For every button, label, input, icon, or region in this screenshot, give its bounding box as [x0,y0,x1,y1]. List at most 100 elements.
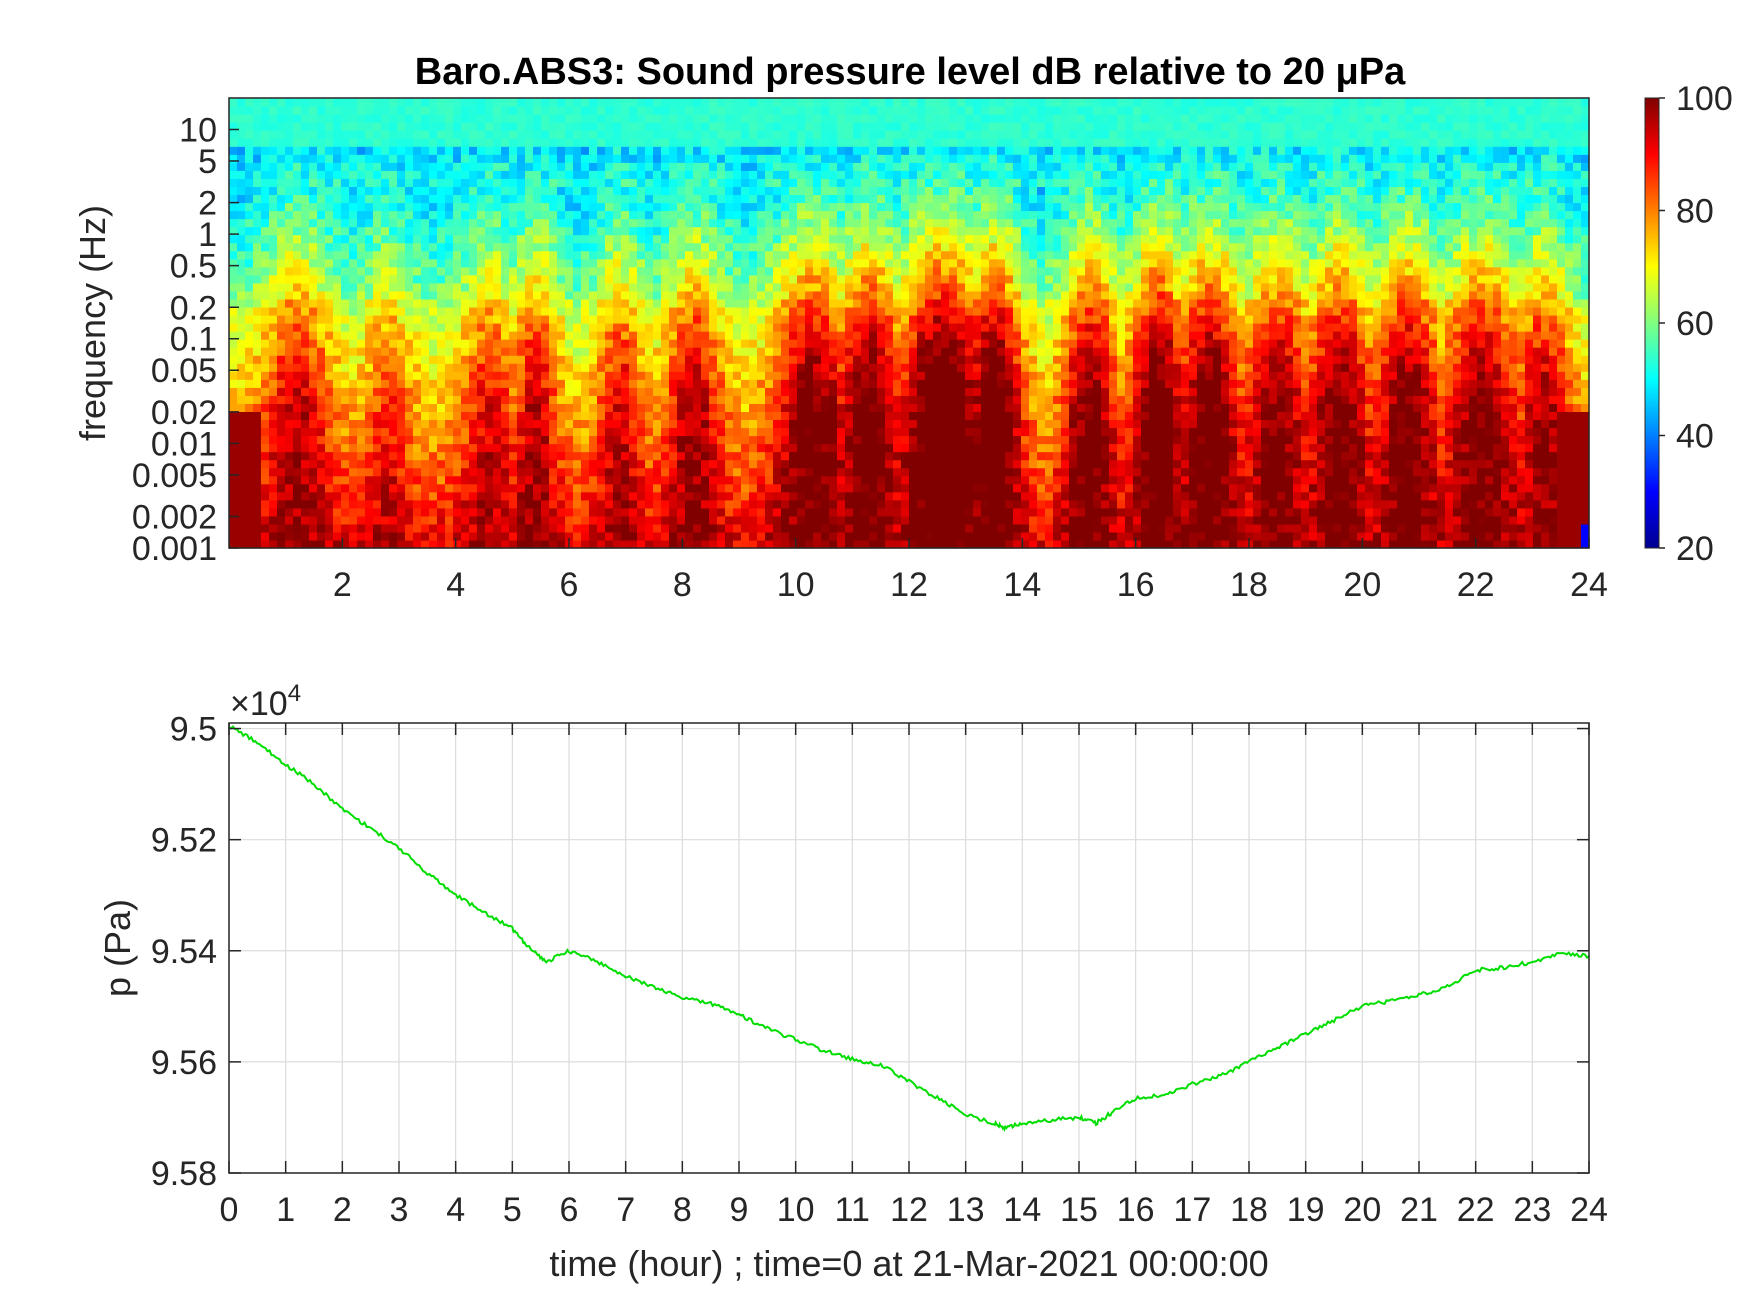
spectrogram-cell [485,467,494,477]
spectrogram-cell [701,114,710,123]
spectrogram-cell [373,339,382,348]
spectrogram-cell [333,395,342,404]
spectrogram-cell [877,363,886,372]
spectrogram-cell [405,218,414,228]
spectrogram-cell [837,419,846,429]
spectrogram-cell [317,411,326,421]
spectrogram-cell [293,331,302,340]
spectrogram-cell [525,170,534,179]
spectrogram-cell [533,114,542,123]
spectrogram-cell [613,531,622,541]
spectrogram-cell [381,186,390,196]
spectrogram-cell [813,363,822,372]
spectrogram-cell [741,226,750,236]
spectrogram-cell [245,451,254,461]
spectrogram-cell [765,258,774,268]
spectrogram-cell [933,515,942,525]
spectrogram-cell [621,210,630,220]
spectrogram-cell [413,298,422,308]
spectrogram-cell [813,371,822,380]
spectrogram-cell [549,314,558,324]
spectrogram-cell [541,419,550,429]
spectrogram-cell [773,339,782,348]
spectrogram-cell [237,282,246,292]
spectrogram-cell [605,298,614,308]
spectrogram-cell [421,443,430,453]
spectrogram-cell [445,467,454,477]
spectrogram-cell [541,427,550,437]
spectrogram-cell [773,242,782,252]
spectrogram-cell [293,443,302,453]
spectrogram-cell [533,379,542,388]
spectrogram-cell [597,146,606,155]
spectrogram-cell [477,154,486,163]
spectrogram-cell [349,98,358,107]
spectrogram-cell [397,210,406,220]
spectrogram-cell [893,483,902,493]
spectrogram-cell [573,499,582,509]
spectrogram-cell [661,250,670,260]
spectrogram-cell [237,106,246,115]
spectrogram-cell [933,451,942,461]
spectrogram-cell [397,106,406,115]
spectrogram-cell [373,499,382,509]
spectrogram-cell [285,226,294,236]
spectrogram-cell [333,106,342,115]
spectrogram-cell [773,443,782,453]
spectrogram-cell [357,170,366,179]
spectrogram-cell [829,451,838,461]
spectrogram-cell [597,467,606,477]
spectrogram-cell [333,290,342,300]
spectrogram-cell [685,154,694,163]
spectrogram-cell [653,106,662,115]
spectrogram-cell [237,347,246,356]
spectrogram-cell [765,371,774,380]
spectrogram-cell [317,314,326,324]
spectrogram-cell [317,234,326,244]
spectrogram-cell [293,483,302,493]
spectrogram-cell [341,427,350,437]
spectrogram-cell [477,146,486,155]
spectrogram-cell [821,331,830,340]
spectrogram-cell [485,306,494,316]
spectrogram-cell [885,130,894,139]
spectrogram-cell [765,363,774,372]
spectrogram-cell [421,539,430,549]
spectrogram-cell [605,507,614,517]
spectrogram-cell [845,106,854,115]
spectrogram-cell [725,242,734,252]
spectrogram-cell [877,451,886,461]
spectrogram-cell [373,178,382,187]
spectrogram-cell [437,427,446,437]
spectrogram-cell [277,242,286,252]
spectrogram-cell [733,114,742,123]
spectrogram-cell [509,403,518,412]
spectrogram-cell [317,499,326,509]
spectrogram-cell [765,274,774,284]
spectrogram-cell [941,459,950,469]
spectrogram-cell [837,387,846,396]
spectrogram-cell [365,419,374,429]
spectrogram-cell [565,290,574,300]
spectrogram-cell [605,379,614,388]
spectrogram-cell [677,347,686,356]
spectrogram-cell [477,290,486,300]
spectrogram-cell [301,146,310,155]
spectrogram-cell [493,106,502,115]
spectrogram-cell [293,475,302,485]
spectrogram-cell [685,186,694,196]
spectrogram-cell [685,130,694,139]
spectrogram-cell [821,194,830,204]
spectrogram-cell [917,130,926,139]
spectrogram-cell [397,483,406,493]
spectrogram-cell [509,499,518,509]
spectrogram-cell [877,314,886,324]
spectrogram-cell [621,290,630,300]
spectrogram-cell [277,298,286,308]
spectrogram-cell [629,170,638,179]
spectrogram-cell [445,451,454,461]
spectrogram-cell [597,122,606,131]
spectrogram-cell [469,483,478,493]
spectrogram-cell [789,483,798,493]
spectrogram-cell [853,331,862,340]
